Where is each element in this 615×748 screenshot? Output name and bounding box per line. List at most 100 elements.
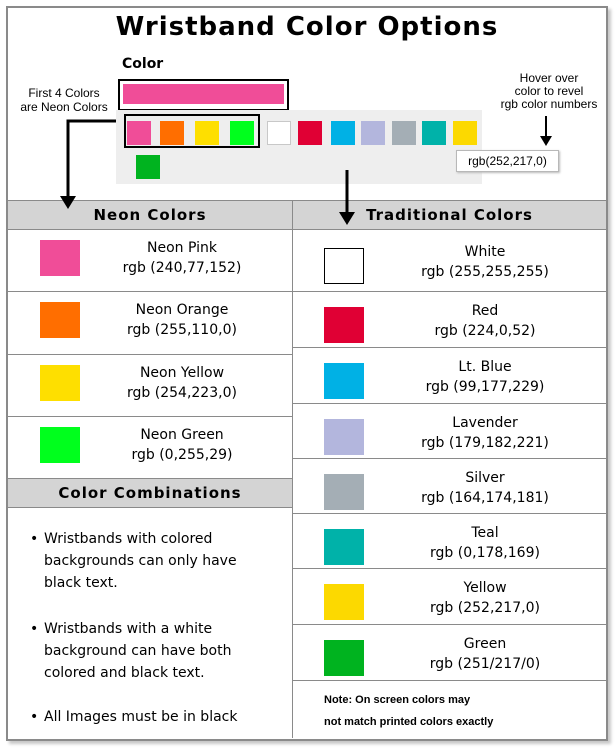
color-name: Neon Pink bbox=[147, 240, 217, 256]
traditional-color-label: Lavender rgb (179,182,221) bbox=[380, 413, 590, 453]
neon-arrow-icon bbox=[66, 119, 116, 201]
bullet-line: Wristbands with colored bbox=[44, 531, 213, 547]
row-divider bbox=[293, 624, 606, 625]
row-divider bbox=[293, 347, 606, 348]
color-name: Lavender bbox=[452, 415, 518, 431]
row-divider bbox=[293, 680, 606, 681]
bullet-line: black text. bbox=[44, 575, 118, 591]
combination-bullet: • Wristbands with a white background can… bbox=[30, 618, 270, 684]
hover-note-line: Hover over bbox=[519, 71, 579, 85]
traditional-swatch bbox=[324, 584, 364, 620]
traditional-color-label: Yellow rgb (252,217,0) bbox=[380, 578, 590, 618]
traditional-swatch bbox=[324, 474, 364, 510]
palette-swatch-teal[interactable] bbox=[422, 121, 446, 145]
neon-swatch bbox=[40, 427, 80, 463]
row-divider bbox=[293, 458, 606, 459]
neon-color-label: Neon Orange rgb (255,110,0) bbox=[92, 300, 272, 340]
color-name: Neon Green bbox=[140, 427, 224, 443]
row-divider bbox=[8, 354, 292, 355]
combination-bullet: • All Images must be in black bbox=[30, 706, 270, 728]
traditional-swatch bbox=[324, 529, 364, 565]
neon-swatch bbox=[40, 365, 80, 401]
neon-colors-header: Neon Colors bbox=[8, 200, 292, 230]
color-rgb: rgb (255,110,0) bbox=[127, 322, 237, 338]
palette-swatch-lavender[interactable] bbox=[361, 121, 385, 145]
color-name: Silver bbox=[465, 470, 505, 486]
traditional-color-label: Teal rgb (0,178,169) bbox=[380, 523, 590, 563]
palette-swatch-neon-yellow[interactable] bbox=[195, 121, 219, 145]
selected-color-swatch bbox=[123, 84, 284, 104]
neon-color-label: Neon Pink rgb (240,77,152) bbox=[92, 238, 272, 278]
neon-color-label: Neon Green rgb (0,255,29) bbox=[92, 425, 272, 465]
neon-swatch bbox=[40, 240, 80, 276]
traditional-color-label: Lt. Blue rgb (99,177,229) bbox=[380, 357, 590, 397]
bullet-icon: • bbox=[30, 621, 39, 637]
traditional-swatch bbox=[324, 248, 364, 284]
color-name: Lt. Blue bbox=[458, 359, 512, 375]
color-combinations-header: Color Combinations bbox=[8, 478, 292, 508]
color-name: Neon Orange bbox=[135, 302, 229, 318]
traditional-color-label: Green rgb (251/217/0) bbox=[380, 634, 590, 674]
palette-swatch-silver[interactable] bbox=[392, 121, 416, 145]
color-rgb: rgb (179,182,221) bbox=[421, 435, 549, 451]
color-rgb: rgb (224,0,52) bbox=[434, 323, 536, 339]
palette-swatch-neon-green[interactable] bbox=[230, 121, 254, 145]
palette-swatch-red[interactable] bbox=[298, 121, 322, 145]
neon-note: First 4 Colors are Neon Colors bbox=[12, 86, 116, 114]
neon-note-line: are Neon Colors bbox=[20, 100, 108, 114]
combination-bullet: • Wristbands with colored backgrounds ca… bbox=[30, 528, 270, 594]
color-rgb: rgb (0,255,29) bbox=[131, 447, 233, 463]
palette-swatch-neon-pink[interactable] bbox=[127, 121, 151, 145]
row-divider bbox=[8, 291, 292, 292]
rgb-tooltip: rgb(252,217,0) bbox=[456, 150, 559, 172]
color-name: Neon Yellow bbox=[139, 365, 225, 381]
bullet-line: colored and black text. bbox=[44, 665, 205, 681]
traditional-swatch bbox=[324, 640, 364, 676]
footnote-line: not match printed colors exactly bbox=[324, 716, 494, 728]
palette-swatch-yellow[interactable] bbox=[453, 121, 477, 145]
color-name: Red bbox=[471, 303, 499, 319]
neon-color-label: Neon Yellow rgb (254,223,0) bbox=[92, 363, 272, 403]
traditional-color-label: Silver rgb (164,174,181) bbox=[380, 468, 590, 508]
traditional-color-label: Red rgb (224,0,52) bbox=[380, 301, 590, 341]
footnote-line: Note: On screen colors may bbox=[324, 694, 471, 706]
color-rgb: rgb (251/217/0) bbox=[429, 656, 541, 672]
bullet-icon: • bbox=[30, 531, 39, 547]
color-label: Color bbox=[122, 56, 164, 72]
palette-swatch-neon-orange[interactable] bbox=[160, 121, 184, 145]
bullet-line: Wristbands with a white bbox=[44, 621, 213, 637]
color-rgb: rgb (255,255,255) bbox=[421, 264, 549, 280]
color-name: Yellow bbox=[463, 580, 507, 596]
color-rgb: rgb (0,178,169) bbox=[430, 545, 540, 561]
row-divider bbox=[293, 291, 606, 292]
row-divider bbox=[293, 403, 606, 404]
color-rgb: rgb (164,174,181) bbox=[421, 490, 549, 506]
hover-note: Hover over color to revel rgb color numb… bbox=[492, 72, 606, 111]
color-name: Teal bbox=[471, 525, 499, 541]
bullet-line: backgrounds can only have bbox=[44, 553, 237, 569]
neon-note-line: First 4 Colors bbox=[28, 86, 100, 100]
color-rgb: rgb (99,177,229) bbox=[425, 379, 545, 395]
hover-note-line: rgb color numbers bbox=[500, 97, 598, 111]
bullet-line: background can have both bbox=[44, 643, 232, 659]
row-divider bbox=[8, 416, 292, 417]
bullet-icon: • bbox=[30, 709, 39, 725]
neon-swatch bbox=[40, 302, 80, 338]
palette-swatch-green[interactable] bbox=[136, 155, 160, 179]
color-rgb: rgb (252,217,0) bbox=[430, 600, 540, 616]
footnote: Note: On screen colors may not match pri… bbox=[324, 689, 594, 733]
bullet-line: All Images must be in black bbox=[44, 709, 238, 725]
palette-swatch-white[interactable] bbox=[267, 121, 291, 145]
traditional-swatch bbox=[324, 363, 364, 399]
row-divider bbox=[293, 568, 606, 569]
palette-swatch-lt-blue[interactable] bbox=[331, 121, 355, 145]
traditional-swatch bbox=[324, 419, 364, 455]
row-divider bbox=[293, 513, 606, 514]
hover-note-line: color to revel bbox=[514, 84, 584, 98]
color-rgb: rgb (240,77,152) bbox=[122, 260, 242, 276]
pointer-arrows bbox=[60, 116, 552, 225]
page-title: Wristband Color Options bbox=[115, 12, 499, 42]
traditional-swatch bbox=[324, 307, 364, 343]
column-divider bbox=[292, 200, 293, 738]
traditional-color-label: White rgb (255,255,255) bbox=[380, 242, 590, 282]
